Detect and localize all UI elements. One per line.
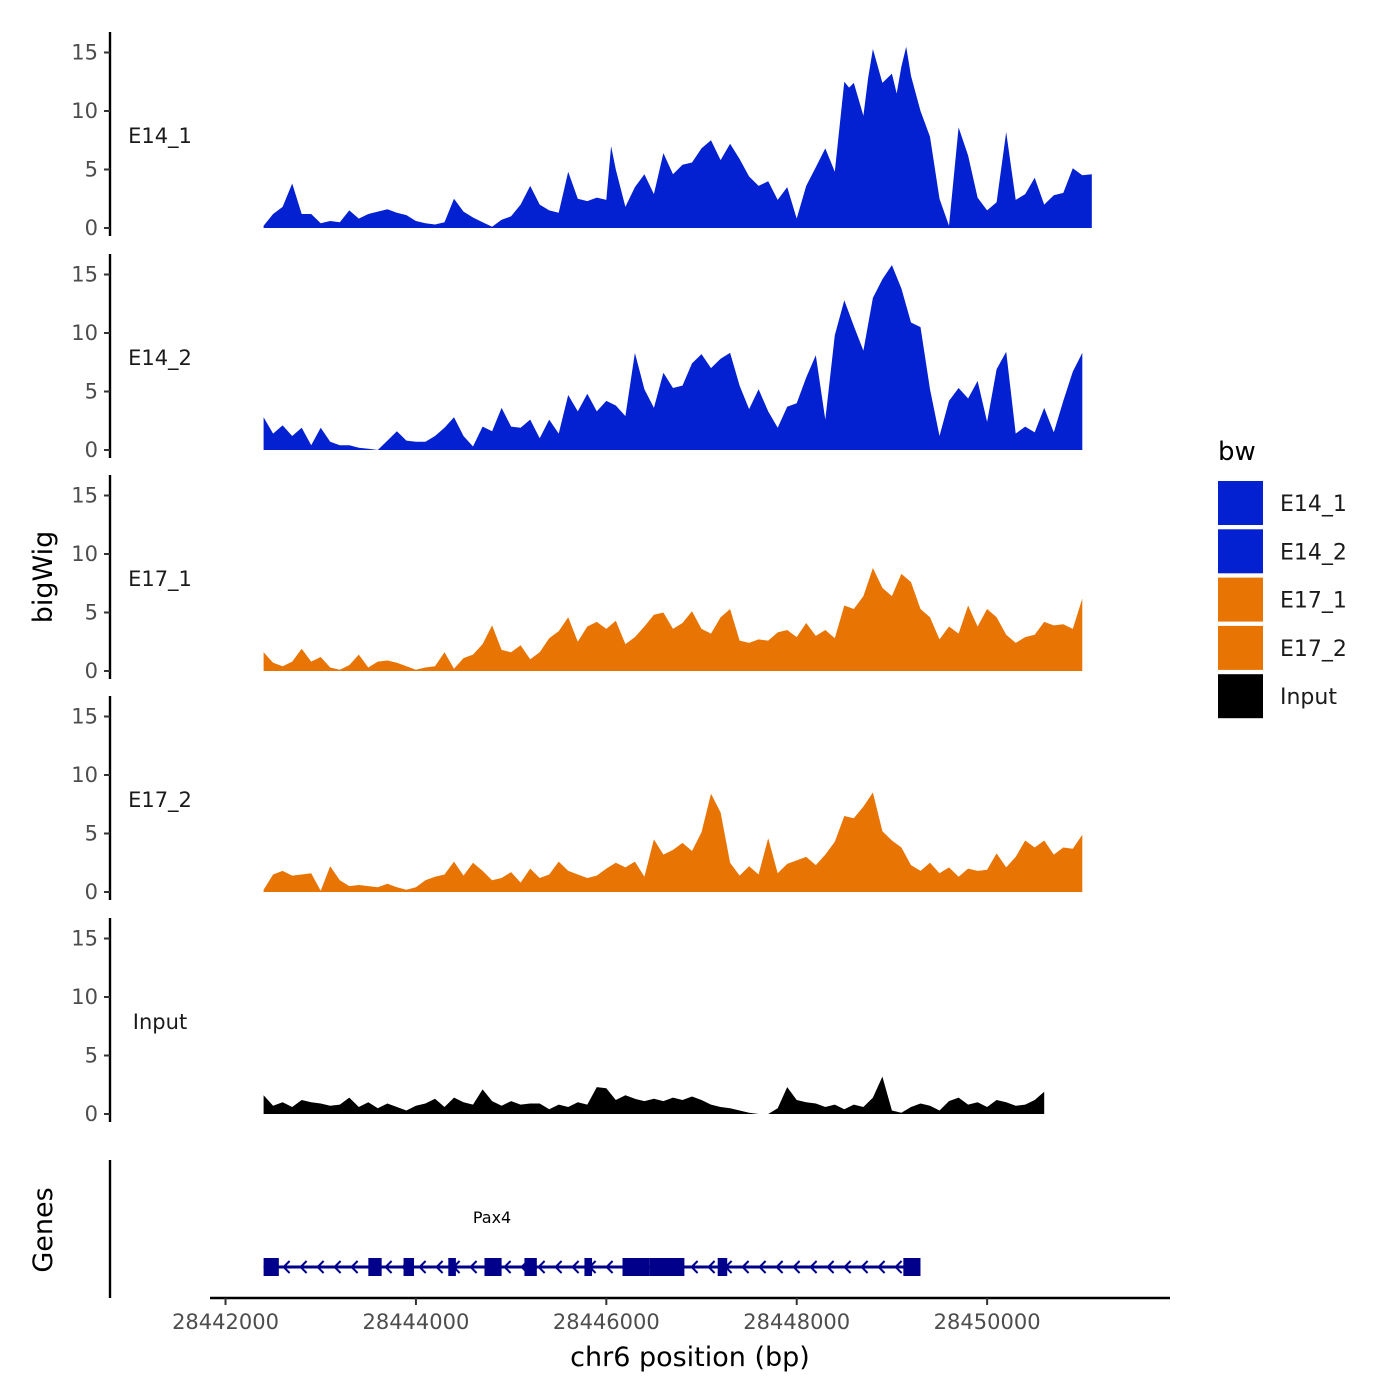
exon — [403, 1258, 415, 1276]
strand-arrow — [894, 1260, 903, 1274]
coverage-area — [263, 1076, 1045, 1114]
strand-arrow — [316, 1260, 325, 1274]
legend-swatch — [1218, 577, 1263, 622]
track-label: E14_1 — [128, 124, 192, 149]
strand-arrow — [741, 1260, 750, 1274]
exon — [649, 1258, 685, 1276]
y-tick-label: 5 — [85, 1044, 98, 1068]
y-tick-label: 10 — [71, 763, 98, 787]
genes-axis-title: Genes — [28, 1187, 59, 1272]
y-tick-label: 15 — [71, 41, 98, 65]
strand-arrow — [707, 1260, 716, 1274]
exon — [263, 1258, 279, 1276]
y-tick-label: 5 — [85, 158, 98, 182]
y-tick-label: 0 — [85, 659, 98, 683]
exon — [448, 1258, 456, 1276]
y-tick-label: 0 — [85, 438, 98, 462]
legend-label: E17_2 — [1280, 637, 1347, 662]
x-tick-label: 28442000 — [172, 1310, 279, 1334]
coverage-area — [263, 46, 1092, 229]
strand-arrow — [418, 1260, 427, 1274]
x-tick-label: 28446000 — [553, 1310, 660, 1334]
legend-title: bw — [1218, 437, 1256, 467]
strand-arrow — [469, 1260, 478, 1274]
strand-arrow — [537, 1260, 546, 1274]
legend: bw E14_1 E14_2 E17_1 E17_2 Input — [1218, 437, 1347, 719]
y-tick-label: 0 — [85, 216, 98, 240]
y-tick-label: 0 — [85, 880, 98, 904]
strand-arrow — [877, 1260, 886, 1274]
track-label: E17_2 — [128, 788, 192, 813]
y-tick-label: 0 — [85, 1102, 98, 1126]
x-tick-label: 28450000 — [934, 1310, 1041, 1334]
strand-arrow — [435, 1260, 444, 1274]
exon — [368, 1258, 382, 1276]
exon — [717, 1258, 728, 1276]
y-tick-label: 10 — [71, 542, 98, 566]
exon — [524, 1258, 537, 1276]
track-E17_2: 0 5 10 15 E17_2 — [71, 696, 1083, 904]
y-tick-label: 10 — [71, 985, 98, 1009]
y-tick-label: 15 — [71, 484, 98, 508]
strand-arrow — [690, 1260, 699, 1274]
strand-arrow — [554, 1260, 563, 1274]
strand-arrow — [503, 1260, 512, 1274]
x-axis: 28442000 28444000 28446000 28448000 28450000 — [172, 1296, 1170, 1334]
y-tick-label: 15 — [71, 927, 98, 951]
strand-arrow — [571, 1260, 580, 1274]
strand-arrow — [775, 1260, 784, 1274]
y-tick-label: 10 — [71, 321, 98, 345]
x-axis-title: chr6 position (bp) — [570, 1342, 810, 1373]
strand-arrow — [333, 1260, 342, 1274]
exon — [484, 1258, 502, 1276]
coverage-area — [263, 568, 1083, 671]
exon — [903, 1258, 921, 1276]
tracks-layer: 0 5 10 15 E14_1 0 5 10 15 E14_2 0 5 10 15 E17_1 0 5 10 15 E… — [71, 32, 1092, 1126]
y-tick-label: 5 — [85, 822, 98, 846]
legend-swatch — [1218, 529, 1263, 574]
x-tick-label: 28444000 — [362, 1310, 469, 1334]
track-E14_2: 0 5 10 15 E14_2 — [71, 254, 1083, 462]
y-tick-label: 15 — [71, 263, 98, 287]
strand-arrow — [860, 1260, 869, 1274]
legend-swatch — [1218, 625, 1263, 670]
track-label: E17_1 — [128, 567, 192, 592]
coverage-area — [263, 265, 1083, 450]
coverage-area — [263, 792, 1083, 892]
y-tick-label: 15 — [71, 705, 98, 729]
track-label: Input — [133, 1010, 187, 1034]
strand-arrow — [843, 1260, 852, 1274]
strand-arrow — [299, 1260, 308, 1274]
track-E17_1: 0 5 10 15 E17_1 — [71, 475, 1083, 683]
strand-arrow — [792, 1260, 801, 1274]
legend-label: E14_1 — [1280, 492, 1347, 517]
x-tick-label: 28448000 — [743, 1310, 850, 1334]
strand-arrow — [350, 1260, 359, 1274]
legend-label: E14_2 — [1280, 540, 1347, 565]
track-label: E14_2 — [128, 346, 192, 371]
strand-arrow — [809, 1260, 818, 1274]
legend-label: E17_1 — [1280, 589, 1347, 614]
y-tick-label: 5 — [85, 601, 98, 625]
legend-swatch — [1218, 674, 1263, 719]
legend-swatch — [1218, 481, 1263, 525]
y-tick-label: 10 — [71, 99, 98, 123]
gene-label: Pax4 — [473, 1208, 511, 1227]
legend-label: Input — [1280, 685, 1337, 710]
exon — [584, 1258, 593, 1276]
track-Input: 0 5 10 15 Input — [71, 918, 1045, 1126]
strand-arrow — [826, 1260, 835, 1274]
strand-arrow — [384, 1260, 393, 1274]
strand-arrow — [282, 1260, 291, 1274]
genes-layer: Pax4 — [108, 1160, 921, 1298]
y-axis-title: bigWig — [28, 531, 59, 624]
exon — [622, 1258, 650, 1276]
track-E14_1: 0 5 10 15 E14_1 — [71, 32, 1092, 240]
strand-arrow — [758, 1260, 767, 1274]
y-tick-label: 5 — [85, 380, 98, 404]
strand-arrow — [605, 1260, 614, 1274]
